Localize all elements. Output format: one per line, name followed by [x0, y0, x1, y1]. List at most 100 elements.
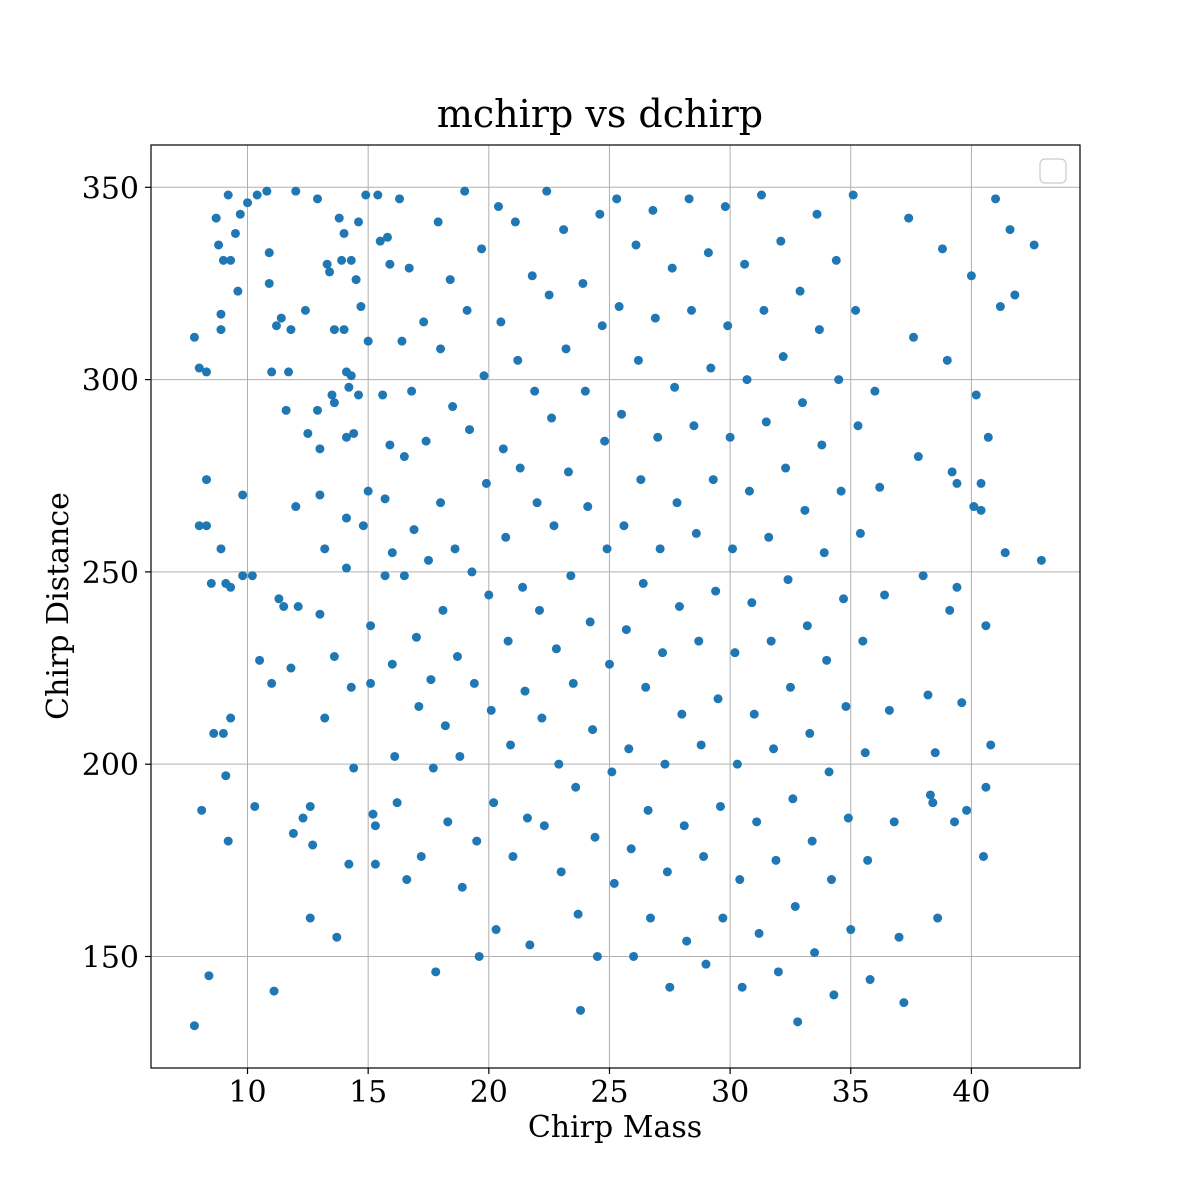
data-point [670, 382, 680, 392]
data-point [226, 713, 236, 723]
data-point [218, 255, 228, 265]
data-point [438, 605, 448, 615]
data-point [884, 705, 894, 715]
data-point [498, 444, 508, 454]
data-point [619, 521, 629, 531]
data-point [189, 332, 199, 342]
data-point [788, 794, 798, 804]
y-axis-ticks: 150 200 250 300 350 [82, 171, 151, 975]
data-point [286, 325, 296, 335]
data-point [474, 951, 484, 961]
data-point [216, 309, 226, 319]
data-point [573, 909, 583, 919]
data-point [588, 725, 598, 735]
data-point [354, 217, 364, 227]
data-point [315, 609, 325, 619]
data-point [580, 386, 590, 396]
data-point [308, 840, 318, 850]
data-point [189, 1021, 199, 1031]
data-point [834, 375, 844, 385]
data-point [728, 544, 738, 554]
data-point [262, 186, 272, 196]
data-point [346, 682, 356, 692]
data-point [805, 728, 815, 738]
data-point [568, 678, 578, 688]
data-point [247, 571, 257, 581]
data-point [204, 971, 214, 981]
data-point [590, 832, 600, 842]
data-point [621, 625, 631, 635]
x-tick-label: 20 [470, 1075, 508, 1110]
data-point [421, 436, 431, 446]
data-point [802, 621, 812, 631]
data-point [315, 490, 325, 500]
data-point [544, 290, 554, 300]
data-point [209, 728, 219, 738]
data-point [607, 767, 617, 777]
data-point [995, 302, 1005, 312]
data-point [481, 478, 491, 488]
data-point [759, 305, 769, 315]
data-point [848, 190, 858, 200]
data-point [937, 244, 947, 254]
data-point [687, 305, 697, 315]
data-point [672, 498, 682, 508]
data-point [271, 321, 281, 331]
data-point [252, 190, 262, 200]
data-point [423, 555, 433, 565]
data-point [515, 463, 525, 473]
data-point [764, 532, 774, 542]
data-point [576, 1005, 586, 1015]
data-point [851, 305, 861, 315]
data-point [713, 694, 723, 704]
data-point [812, 209, 822, 219]
data-point [235, 209, 245, 219]
data-point [479, 371, 489, 381]
data-point [419, 317, 429, 327]
data-point [860, 748, 870, 758]
data-point [341, 432, 351, 442]
data-point [701, 959, 711, 969]
data-point [720, 202, 730, 212]
data-point [349, 763, 359, 773]
data-point [723, 321, 733, 331]
data-point [718, 913, 728, 923]
data-point [443, 817, 453, 827]
data-point [366, 621, 376, 631]
data-point [559, 225, 569, 235]
data-point [689, 421, 699, 431]
data-point [645, 913, 655, 923]
data-point [436, 344, 446, 354]
data-point [223, 836, 233, 846]
data-point [1029, 240, 1039, 250]
data-point [991, 194, 1001, 204]
data-point [773, 967, 783, 977]
data-point [223, 190, 233, 200]
data-point [667, 263, 677, 273]
data-point [696, 740, 706, 750]
data-point [769, 744, 779, 754]
data-point [790, 901, 800, 911]
data-point [1036, 555, 1046, 565]
data-point [416, 851, 426, 861]
data-point [889, 817, 899, 827]
data-point [274, 594, 284, 604]
data-point [679, 821, 689, 831]
data-point [440, 721, 450, 731]
data-point [950, 817, 960, 827]
data-point [532, 498, 542, 508]
data-point [602, 544, 612, 554]
data-point [785, 682, 795, 692]
data-point [276, 313, 286, 323]
data-point [305, 913, 315, 923]
data-point [694, 636, 704, 646]
data-point [460, 186, 470, 196]
data-point [329, 651, 339, 661]
data-point [522, 813, 532, 823]
data-point [633, 355, 643, 365]
data-point [976, 478, 986, 488]
data-point [839, 594, 849, 604]
data-point [320, 544, 330, 554]
data-point [361, 190, 371, 200]
data-point [469, 678, 479, 688]
